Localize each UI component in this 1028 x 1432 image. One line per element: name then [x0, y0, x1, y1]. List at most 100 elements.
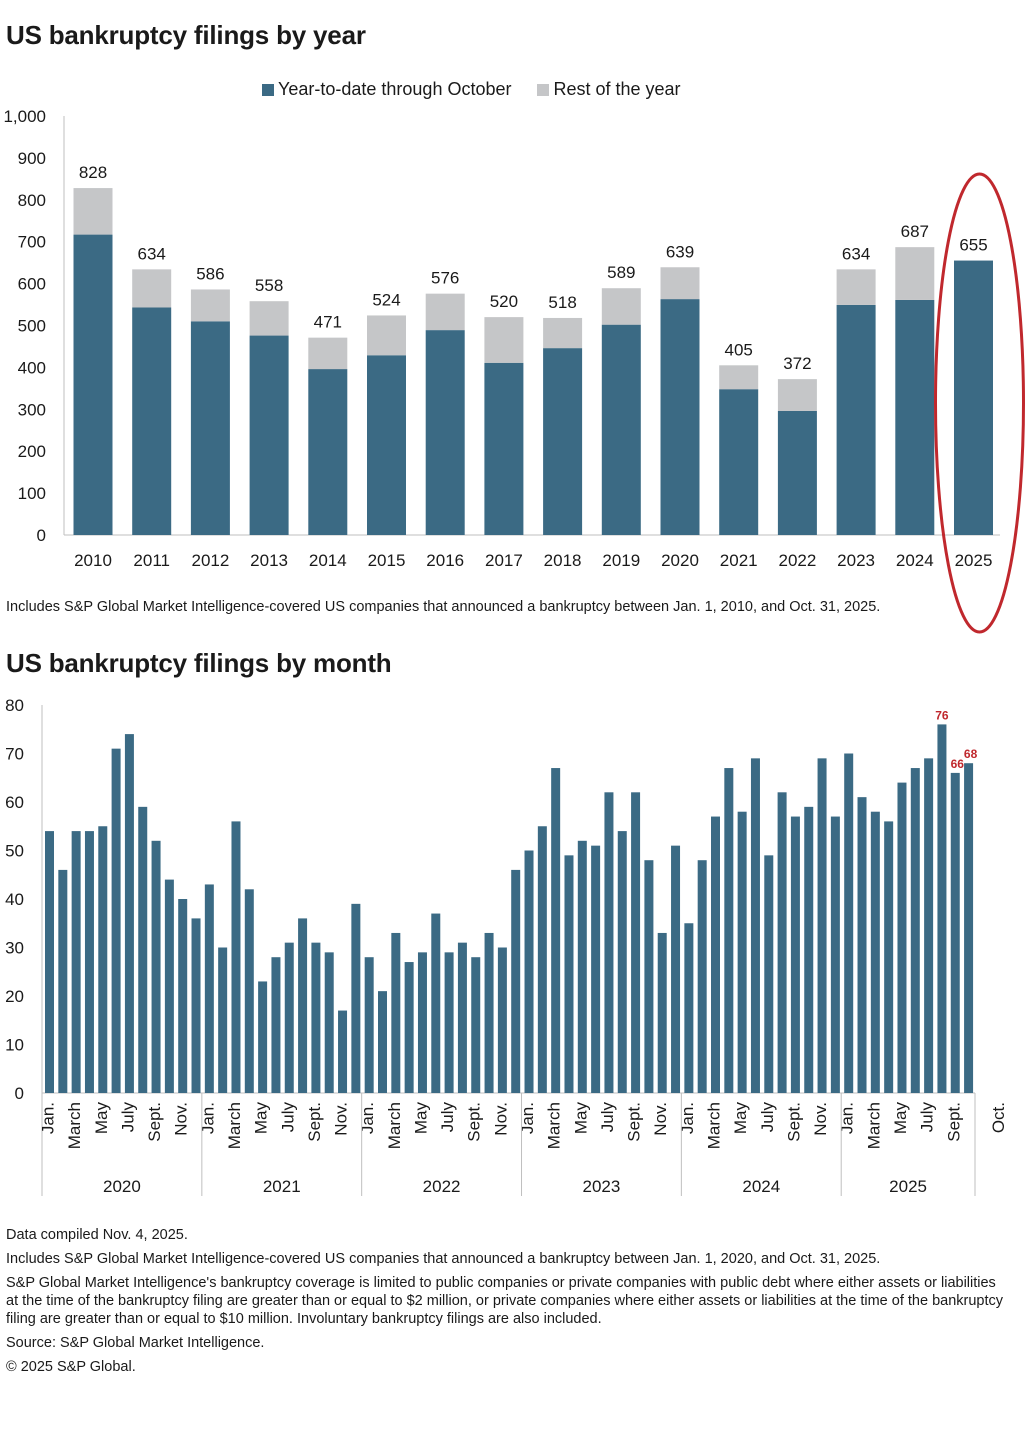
month-bar-45	[631, 792, 641, 1093]
y-tick-label: 900	[18, 149, 46, 168]
month-bar-67	[924, 758, 934, 1093]
month-bar-63	[870, 811, 880, 1093]
year-group-label-2022: 2022	[423, 1177, 461, 1196]
month-tick-label: Nov.	[811, 1102, 830, 1136]
data-label-2017: 520	[490, 292, 518, 311]
x-tick-label-2011: 2011	[133, 551, 170, 570]
y-tick-label: 600	[18, 275, 46, 294]
y-tick-label: 80	[5, 696, 24, 715]
month-tick-label: March	[864, 1102, 883, 1149]
bar-ytd-2018	[543, 348, 583, 535]
month-bar-9	[151, 840, 161, 1093]
month-bar-23	[338, 1010, 348, 1093]
month-tick-label: July	[758, 1102, 777, 1133]
month-bar-18	[271, 957, 281, 1093]
yearly-chart-note: Includes S&P Global Market Intelligence-…	[6, 599, 881, 615]
data-label-2018: 518	[548, 293, 576, 312]
month-bar-48	[671, 845, 681, 1093]
month-tick-label: May	[92, 1102, 111, 1135]
x-tick-label-2018: 2018	[544, 551, 582, 570]
x-tick-label-2014: 2014	[309, 551, 347, 570]
y-tick-label: 40	[5, 890, 24, 909]
month-bar-64	[884, 821, 894, 1093]
x-tick-label-2013: 2013	[250, 551, 288, 570]
month-bar-54	[750, 758, 760, 1093]
bar-ytd-2012	[190, 321, 230, 535]
month-tick-label: May	[571, 1102, 590, 1135]
legend-item-rest: Rest of the year	[537, 79, 681, 100]
month-tick-label: Nov.	[651, 1102, 670, 1136]
month-bar-24	[351, 903, 361, 1093]
month-bar-69	[950, 772, 960, 1093]
month-bar-25	[364, 957, 374, 1093]
data-label-2022: 372	[783, 354, 811, 373]
month-bar-5	[98, 826, 108, 1093]
data-label-2012: 586	[196, 264, 224, 283]
x-tick-label-2015: 2015	[368, 551, 406, 570]
bar-rest-2015	[367, 315, 406, 356]
footer-compiled: Data compiled Nov. 4, 2025.	[6, 1227, 188, 1243]
month-bar-6	[111, 748, 121, 1093]
month-bar-65	[897, 782, 907, 1093]
legend-label-rest: Rest of the year	[553, 79, 681, 99]
month-bar-16	[244, 889, 254, 1093]
highlight-value-label: 66	[951, 757, 965, 771]
bar-ytd-2013	[249, 335, 289, 535]
month-bar-42	[591, 845, 601, 1093]
bar-rest-2013	[249, 301, 289, 336]
chart-title-yearly: US bankruptcy filings by year	[6, 20, 366, 50]
bar-rest-2021	[719, 365, 759, 390]
month-tick-label: Sept.	[145, 1102, 164, 1142]
month-tick-label: July	[118, 1102, 137, 1133]
month-tick-label: July	[438, 1102, 457, 1133]
month-tick-label: Nov.	[172, 1102, 191, 1136]
month-bar-29	[417, 952, 427, 1093]
month-bar-61	[844, 753, 854, 1093]
month-tick-label: Jan.	[518, 1102, 537, 1134]
bar-ytd-2011	[132, 307, 172, 535]
bar-ytd-2014	[308, 369, 348, 535]
month-bar-8	[138, 806, 148, 1093]
bar-rest-2011	[132, 269, 172, 308]
x-tick-label-2025: 2025	[955, 551, 993, 570]
bar-ytd-2022	[777, 410, 817, 535]
month-bar-17	[258, 981, 268, 1093]
data-label-2013: 558	[255, 276, 283, 295]
month-bar-70	[964, 763, 974, 1093]
x-tick-label-2016: 2016	[426, 551, 464, 570]
month-tick-label: Jan.	[358, 1102, 377, 1134]
month-bar-53	[737, 811, 747, 1093]
bar-ytd-2023	[836, 304, 876, 535]
month-bar-28	[404, 962, 414, 1093]
month-bar-4	[84, 831, 94, 1093]
x-tick-label-2019: 2019	[602, 551, 640, 570]
month-tick-label: May	[252, 1102, 271, 1135]
month-bar-62	[857, 797, 867, 1093]
year-group-label-2025: 2025	[889, 1177, 927, 1196]
month-tick-label: March	[545, 1102, 564, 1149]
y-tick-label: 700	[18, 233, 46, 252]
month-bar-56	[777, 792, 787, 1093]
data-label-2025: 655	[959, 236, 987, 255]
yearly-bar-chart: 0 100 200 300 400 500 600 700 800 900 1,000 828 2010…	[3, 107, 1025, 634]
month-bar-3	[71, 831, 81, 1093]
month-bar-49	[684, 923, 694, 1093]
bar-ytd-2017	[484, 362, 524, 535]
month-bar-33	[471, 957, 481, 1093]
y-tick-label: 0	[15, 1084, 24, 1103]
y-tick-label: 100	[18, 484, 46, 503]
month-tick-label: March	[385, 1102, 404, 1149]
bar-ytd-2020	[660, 299, 700, 535]
month-bar-46	[644, 860, 654, 1093]
month-bar-31	[444, 952, 454, 1093]
data-label-2020: 639	[666, 242, 694, 261]
bar-rest-2022	[777, 379, 817, 411]
bar-rest-2020	[660, 267, 700, 300]
month-tick-label: Sept.	[465, 1102, 484, 1142]
bar-rest-2024	[895, 247, 935, 300]
month-tick-label: March	[225, 1102, 244, 1149]
data-label-2010: 828	[79, 163, 107, 182]
month-tick-label: Jan.	[39, 1102, 58, 1134]
month-bar-27	[391, 932, 401, 1093]
footer-includes: Includes S&P Global Market Intelligence-…	[6, 1251, 881, 1267]
